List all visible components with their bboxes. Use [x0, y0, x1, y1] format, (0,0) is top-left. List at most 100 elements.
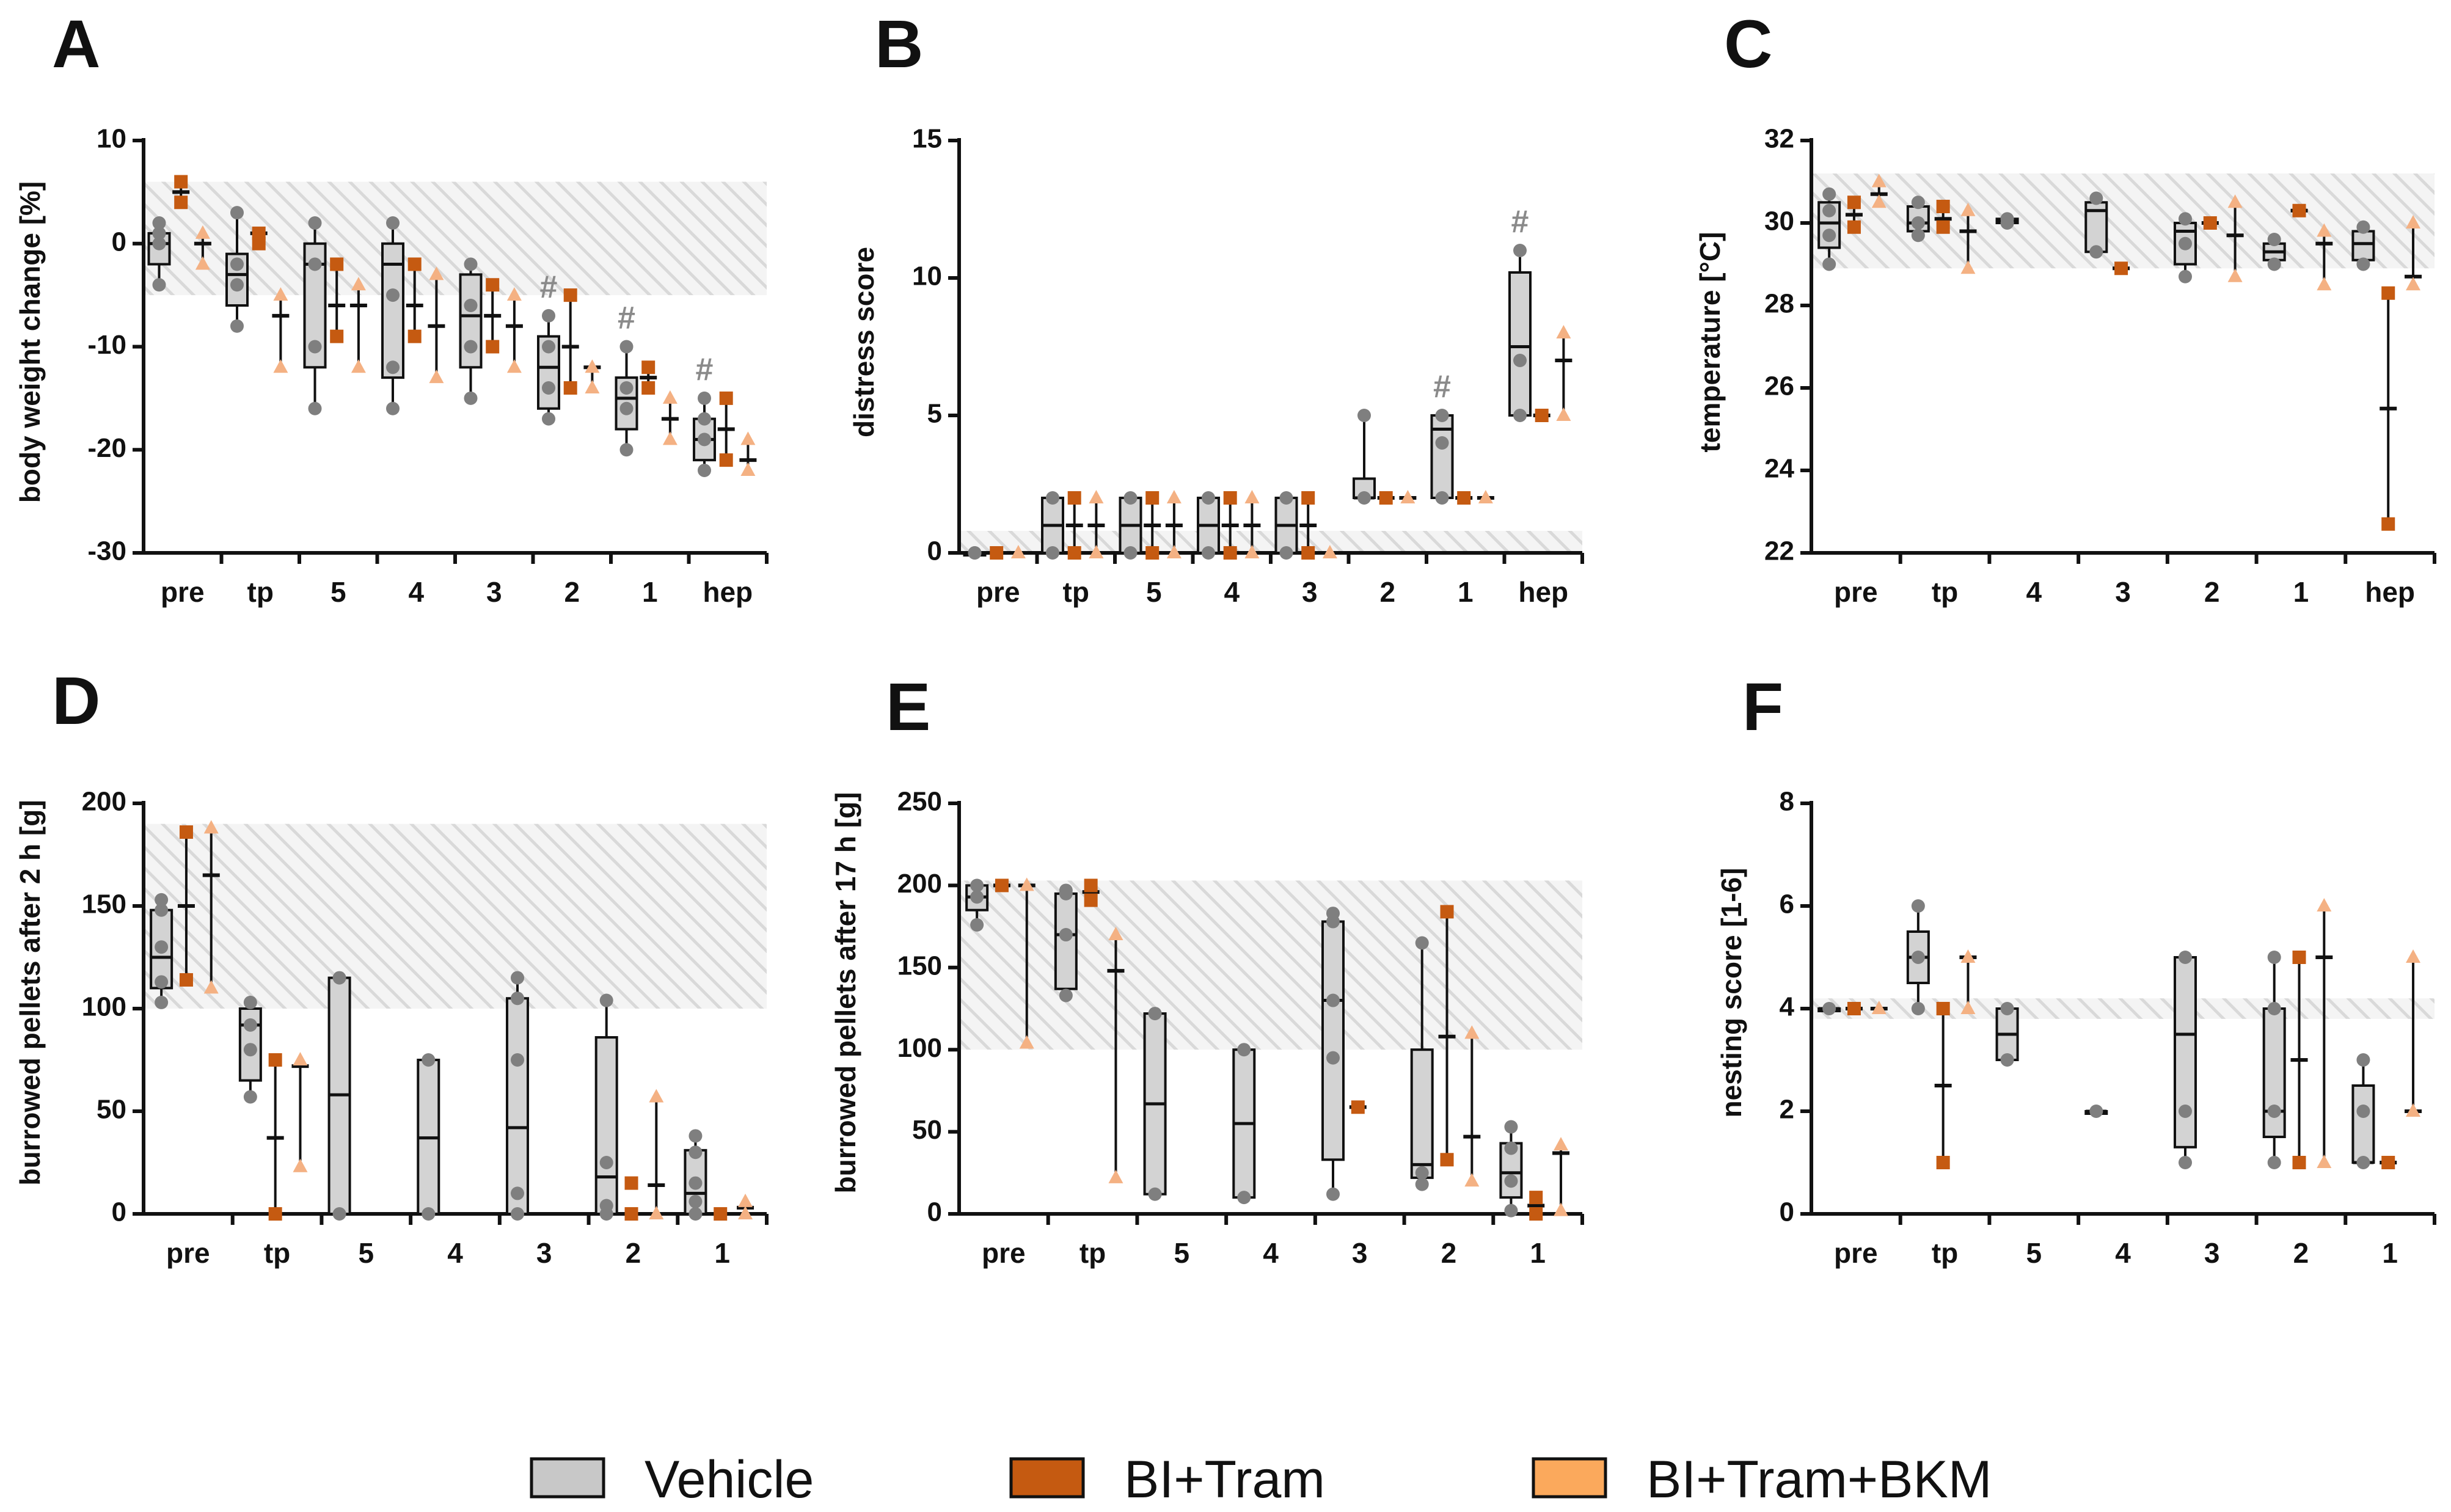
data-point-b-bi-tram-bkm: [1089, 545, 1104, 558]
data-point-b-bi-tram-bkm: [1400, 490, 1415, 503]
box-c-vehicle: [2351, 230, 2375, 261]
data-point-d-bi-tram-bkm: [649, 1206, 664, 1219]
data-point-a-vehicle: [386, 288, 400, 302]
data-point-c-vehicle: [1822, 203, 1836, 217]
data-point-a-vehicle: [542, 309, 555, 323]
data-point-b-vehicle: [1357, 409, 1371, 422]
data-point-c-bi-tram: [2381, 517, 2395, 531]
panel-letter-a: A: [52, 7, 100, 82]
x-tick-label-b: hep: [1518, 576, 1568, 608]
data-point-a-bi-tram: [330, 257, 344, 271]
data-point-b-vehicle: [968, 546, 982, 560]
box-d-vehicle: [506, 997, 529, 1215]
data-point-d-vehicle: [422, 1053, 436, 1067]
data-point-e-bi-tram-bkm: [1554, 1137, 1569, 1151]
data-point-e-vehicle: [1415, 1177, 1429, 1191]
data-point-e-bi-tram: [995, 878, 1009, 893]
data-point-c-bi-tram-bkm: [1871, 194, 1887, 208]
x-tick-label-a: 3: [486, 576, 502, 608]
legend-item-bi-tram: BI+Tram: [1009, 1450, 1325, 1509]
legend: Vehicle BI+Tram BI+Tram+BKM: [530, 1450, 1992, 1509]
data-point-a-bi-tram: [330, 329, 344, 343]
data-point-a-vehicle: [698, 433, 711, 447]
y-tick-label-f: 2: [1780, 1095, 1794, 1125]
data-point-f-bi-tram-bkm: [2317, 1155, 2332, 1168]
y-axis-label-c: temperature [°C]: [1694, 232, 1726, 453]
data-point-b-vehicle: [1202, 546, 1215, 560]
data-point-e-bi-tram: [1084, 893, 1098, 907]
data-point-a-bi-tram-bkm: [740, 431, 756, 445]
data-point-a-bi-tram-bkm: [351, 277, 366, 291]
data-point-a-vehicle: [698, 391, 711, 405]
data-point-d-vehicle: [689, 1145, 703, 1160]
legend-label-bi-tram: BI+Tram: [1124, 1450, 1325, 1509]
data-point-a-vehicle: [542, 340, 555, 354]
y-tick-label-f: 4: [1780, 992, 1795, 1022]
x-tick-label-e: 4: [1263, 1237, 1279, 1269]
data-point-f-bi-tram: [2381, 1156, 2395, 1169]
data-point-a-vehicle: [308, 340, 322, 354]
data-point-c-bi-tram: [1847, 220, 1861, 234]
data-point-c-vehicle: [1911, 195, 1925, 210]
data-point-a-vehicle: [542, 381, 555, 395]
data-point-c-vehicle: [2089, 191, 2103, 205]
data-point-e-vehicle: [1148, 1187, 1162, 1201]
y-tick-label-b: 15: [912, 124, 942, 154]
data-point-a-vehicle: [619, 443, 634, 457]
data-point-d-vehicle: [599, 1156, 613, 1169]
data-point-c-vehicle: [1911, 228, 1925, 243]
data-point-e-vehicle: [1415, 936, 1429, 950]
data-point-a-vehicle: [698, 412, 711, 426]
data-point-d-bi-tram-bkm: [649, 1089, 664, 1103]
data-point-c-bi-tram-bkm: [2227, 194, 2243, 208]
data-point-e-vehicle: [1326, 993, 1340, 1007]
data-point-d-vehicle: [332, 971, 346, 985]
data-point-a-bi-tram-bkm: [506, 287, 522, 301]
y-tick-label-a: 0: [112, 227, 126, 257]
data-point-e-bi-tram-bkm: [1554, 1202, 1569, 1216]
x-tick-label-a: pre: [161, 576, 205, 608]
x-tick-label-e: tp: [1079, 1237, 1106, 1269]
x-tick-label-f: tp: [1932, 1237, 1958, 1269]
data-point-f-vehicle: [2356, 1156, 2370, 1169]
data-point-a-bi-tram-bkm: [429, 370, 444, 384]
data-point-c-bi-tram: [1936, 220, 1950, 234]
data-point-d-bi-tram: [179, 973, 193, 987]
data-point-b-vehicle: [1046, 491, 1059, 505]
significance-mark-b: #: [1433, 369, 1451, 404]
data-point-e-vehicle: [1326, 907, 1340, 921]
data-point-b-bi-tram-bkm: [1478, 490, 1493, 503]
panel-letter-b: B: [875, 7, 923, 82]
data-point-f-vehicle: [2356, 1105, 2370, 1118]
x-tick-label-c: 1: [2293, 576, 2309, 608]
normal-range-band-f: [1811, 998, 2435, 1019]
y-axis-label-e: burrowed pellets after 17 h [g]: [830, 792, 861, 1194]
data-point-a-bi-tram: [641, 381, 656, 395]
box-d-vehicle: [594, 1036, 618, 1216]
data-point-e-vehicle: [970, 890, 984, 904]
data-point-a-vehicle: [386, 216, 400, 230]
data-point-b-bi-tram-bkm: [1244, 545, 1260, 558]
x-tick-label-c: 3: [2115, 576, 2131, 608]
data-point-e-bi-tram-bkm: [1108, 1169, 1123, 1183]
data-point-a-vehicle: [464, 391, 478, 405]
data-point-d-bi-tram-bkm: [203, 980, 219, 994]
data-point-b-vehicle: [1279, 491, 1293, 505]
data-point-d-vehicle: [511, 992, 524, 1006]
data-point-d-bi-tram: [624, 1207, 638, 1221]
x-tick-label-f: 1: [2382, 1237, 2398, 1269]
data-point-d-bi-tram: [179, 825, 193, 839]
box-b-vehicle: [1508, 271, 1532, 417]
y-axis-label-a: body weight change [%]: [14, 181, 46, 503]
data-point-d-vehicle: [155, 903, 169, 917]
data-point-d-vehicle: [689, 1129, 703, 1143]
data-point-e-bi-tram: [1529, 1191, 1543, 1205]
data-point-a-vehicle: [152, 216, 166, 230]
y-tick-label-c: 32: [1764, 124, 1794, 154]
data-point-b-vehicle: [1279, 546, 1293, 560]
y-tick-label-d: 0: [112, 1197, 126, 1227]
data-point-d-vehicle: [332, 1207, 346, 1221]
y-tick-label-f: 0: [1780, 1197, 1794, 1227]
y-tick-label-c: 26: [1764, 371, 1794, 401]
data-point-a-bi-tram: [174, 175, 188, 189]
